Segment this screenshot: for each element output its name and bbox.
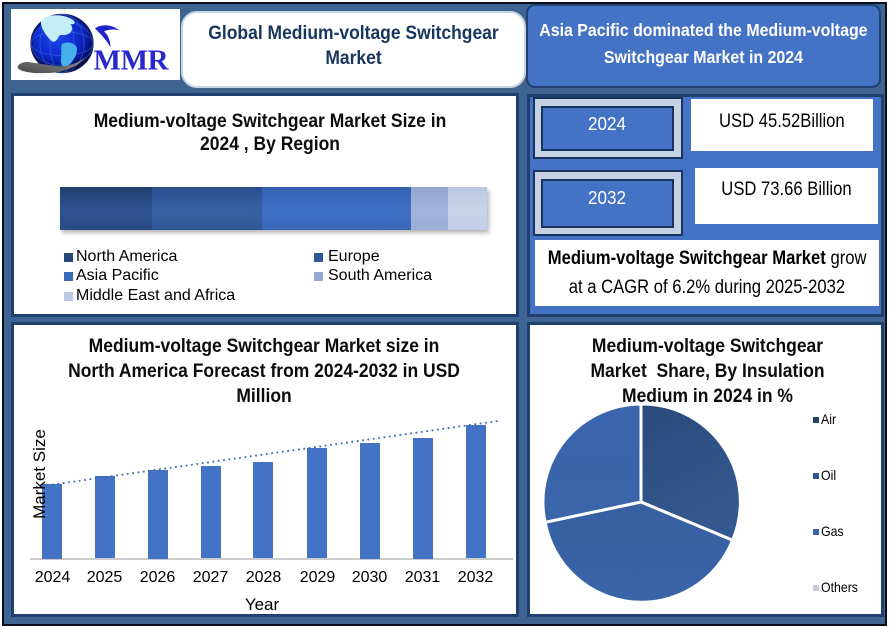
svg-text:MMR: MMR	[94, 45, 170, 77]
